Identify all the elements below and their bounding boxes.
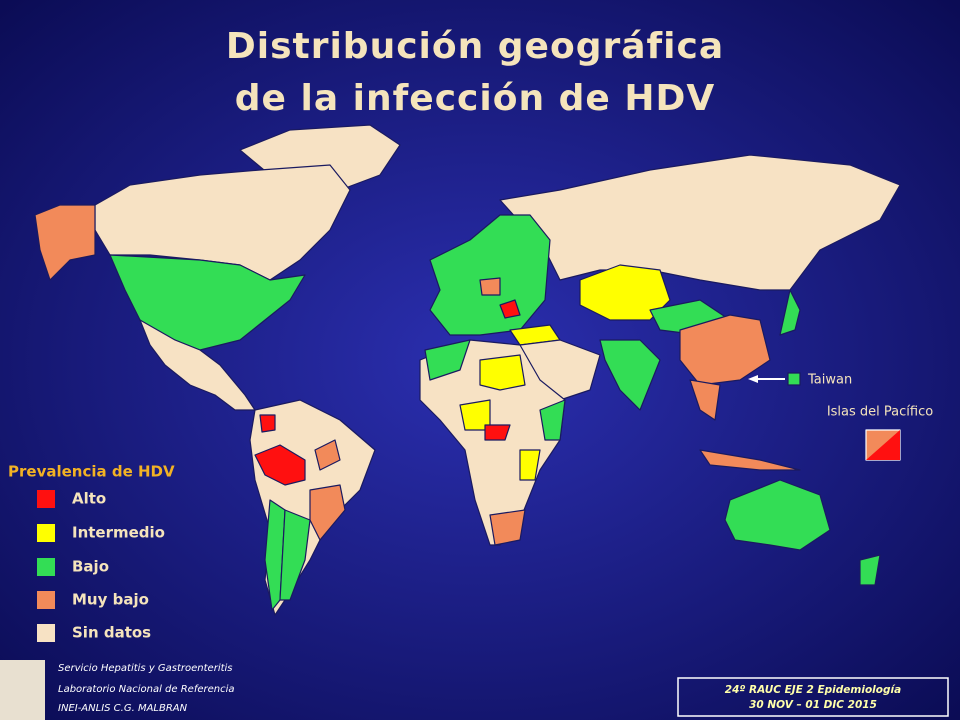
country [259,414,276,433]
country [859,554,881,586]
country [254,444,306,486]
country [519,449,541,481]
country [699,449,801,471]
footer-text: 30 NOV – 01 DIC 2015 [749,699,877,711]
legend-label: Bajo [72,558,109,576]
country [489,509,526,546]
title: de la infección de HDV [235,78,715,119]
legend-label: Alto [72,490,106,508]
footer-text: INEI-ANLIS C.G. MALBRAN [58,703,188,714]
legend-swatch [37,490,55,508]
map-label: Islas del Pacífico [827,405,933,420]
legend: Alto Intermedio Bajo Muy bajo Sin datos [37,490,165,642]
footer-box [677,677,949,717]
country [264,499,286,611]
country [279,509,311,601]
country [479,354,526,391]
country [599,339,661,411]
legend-label: Intermedio [72,524,165,542]
country [484,424,511,441]
country [424,339,471,381]
country [479,277,501,296]
country [724,479,831,551]
country [314,439,341,471]
country [779,289,801,336]
title: Distribución geográfica [226,26,724,67]
legend-swatch [37,624,55,642]
pacific-swatch-part [866,430,900,460]
country [689,379,721,421]
country [139,319,256,411]
arrowhead [748,375,758,383]
footer-text: 24º RAUC EJE 2 Epidemiología [725,684,901,696]
legend-label: Muy bajo [72,591,149,609]
legend-title: Prevalencia de HDV [8,463,175,481]
map-label: Taiwan [807,373,852,388]
taiwan-swatch [787,372,801,386]
footer-text: Servicio Hepatitis y Gastroenteritis [58,663,233,674]
legend-swatch [37,558,55,576]
footer-text: Laboratorio Nacional de Referencia [58,684,235,695]
country [429,214,551,336]
country [309,484,346,541]
logo [0,660,45,720]
country [499,154,901,291]
country [539,399,566,441]
country [679,314,771,386]
world-map [34,124,901,616]
country [94,164,351,281]
legend-swatch [37,591,55,609]
legend-label: Sin datos [72,624,151,642]
country [499,299,521,319]
legend-swatch [37,524,55,542]
country [34,204,96,281]
